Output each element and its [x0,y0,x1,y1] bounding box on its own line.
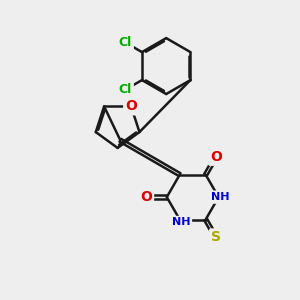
Text: NH: NH [211,192,229,202]
Text: Cl: Cl [119,83,132,96]
Text: NH: NH [172,218,190,227]
Text: S: S [211,230,221,244]
Text: Cl: Cl [119,36,132,49]
Text: O: O [140,190,152,204]
Text: O: O [210,150,222,164]
Text: O: O [125,99,137,113]
